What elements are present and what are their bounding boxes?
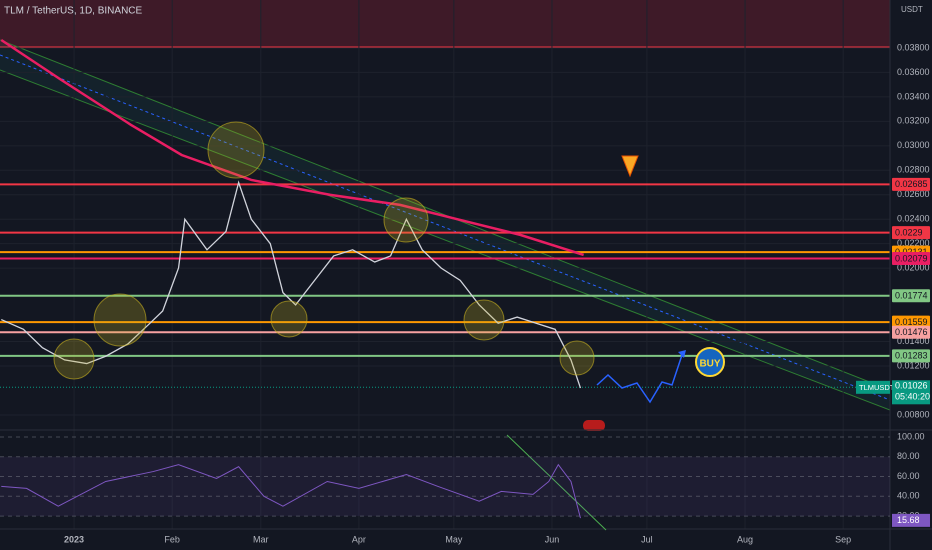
- highlight: [207, 121, 265, 179]
- level-label: 0.01476: [895, 327, 928, 337]
- rsi-tick-label: 40.00: [897, 491, 920, 501]
- highlight: [559, 340, 595, 376]
- x-tick-label: Jul: [641, 534, 653, 544]
- level-label: 0.02079: [895, 253, 928, 263]
- axes: 0.03800 0.03600 0.03400 0.03200 0.03000 0.028…: [64, 42, 930, 544]
- y-tick-label: 0.03400: [897, 91, 930, 101]
- rsi-last-value: 15.68: [897, 515, 920, 525]
- rsi-tick-label: 100.00: [897, 431, 925, 441]
- channel-edge: [0, 69, 891, 411]
- levels: [0, 0, 890, 529]
- axis-unit: USDT: [901, 5, 923, 14]
- rsi-tick-label: 60.00: [897, 471, 920, 481]
- highlight: [53, 338, 95, 380]
- last-value: 0.01026: [895, 381, 928, 391]
- rsi-last-tag: [892, 513, 930, 527]
- y-tick-label: 0.02800: [897, 165, 930, 175]
- level-label: 0.02685: [895, 179, 928, 189]
- x-tick-label: Jun: [545, 534, 560, 544]
- y-tick-label: 0.00800: [897, 409, 930, 419]
- y-tick-label: 0.03600: [897, 67, 930, 77]
- level-label: 0.01283: [895, 351, 928, 361]
- y-tick-label: 0.01200: [897, 360, 930, 370]
- level-tag: [892, 315, 930, 329]
- level-label: 0.01774: [895, 291, 928, 301]
- rsi-band: [0, 456, 890, 517]
- x-tick-label: Apr: [352, 534, 366, 544]
- level-tag: [892, 289, 930, 303]
- level-tag: [892, 349, 930, 363]
- y-tick-label: 0.01400: [897, 336, 930, 346]
- y-tick-label: 0.03000: [897, 140, 930, 150]
- level-tag: [892, 251, 930, 265]
- lines: [0, 38, 585, 389]
- buy-icon-text: BUY: [699, 359, 720, 370]
- highlight: [93, 293, 147, 347]
- x-tick-label: Mar: [253, 534, 269, 544]
- price-line: [1, 180, 582, 389]
- rsi-line: [1, 463, 581, 519]
- y-tick-label: 0.02600: [897, 189, 930, 199]
- y-tick-label: 0.02200: [897, 238, 930, 248]
- last-name-tag: [856, 380, 890, 394]
- highlight: [463, 299, 505, 341]
- highlight: [270, 300, 308, 338]
- chart-title: TLM / TetherUS, 1D, BINANCE: [4, 6, 143, 17]
- channel: [0, 40, 890, 410]
- last-name: TLMUSDT: [859, 383, 895, 392]
- rsi-pane: [0, 436, 890, 519]
- x-tick-label: Aug: [737, 534, 753, 544]
- level-label: 0.0229: [895, 228, 923, 238]
- y-tick-label: 0.03800: [897, 42, 930, 52]
- y-tick-label: 0.02400: [897, 214, 930, 224]
- projection: [596, 354, 683, 404]
- y-tick-label: 0.02000: [897, 263, 930, 273]
- level-label: 0.01559: [895, 317, 928, 327]
- countdown: 05:40:20: [895, 392, 930, 402]
- pizza-icon: [621, 155, 639, 178]
- x-tick-label: Sep: [835, 534, 851, 544]
- level-tag: [892, 325, 930, 339]
- last-tag: [892, 380, 930, 405]
- y-tick-label: 0.03200: [897, 116, 930, 126]
- price-line: [0, 38, 585, 257]
- highlights: [53, 121, 595, 380]
- x-tick-label: 2023: [64, 534, 84, 544]
- rsi-tick-label: 80.00: [897, 451, 920, 461]
- level-tag: [892, 177, 930, 191]
- projection-arrow: [678, 350, 686, 358]
- level-tag: [892, 226, 930, 240]
- x-tick-label: Feb: [164, 534, 180, 544]
- highlight: [383, 197, 429, 243]
- x-tick-label: May: [445, 534, 463, 544]
- event-icon: [583, 420, 605, 431]
- buy-icon: [695, 347, 725, 377]
- rsi-trendline: [506, 434, 607, 531]
- zone: [0, 0, 890, 47]
